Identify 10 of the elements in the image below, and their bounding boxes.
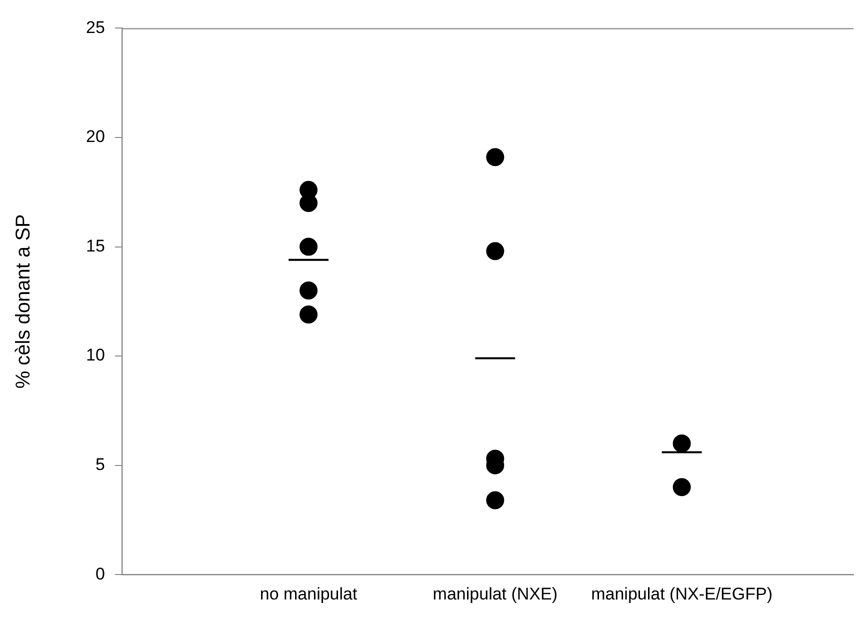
x-tick-label: manipulat (NXE) <box>432 584 558 604</box>
y-tick-label: 10 <box>86 346 105 365</box>
y-tick-label: 25 <box>86 18 105 37</box>
x-tick-label: manipulat (NX-E/EGFP) <box>591 584 772 604</box>
y-tick-label: 0 <box>95 564 105 584</box>
x-tick-label: no manipulat <box>260 584 358 604</box>
y-tick-label: 20 <box>86 127 105 146</box>
y-axis-title: % cèls donant a SP <box>12 214 35 389</box>
y-tick-label: 5 <box>95 455 105 474</box>
y-tick-label: 15 <box>86 236 105 256</box>
